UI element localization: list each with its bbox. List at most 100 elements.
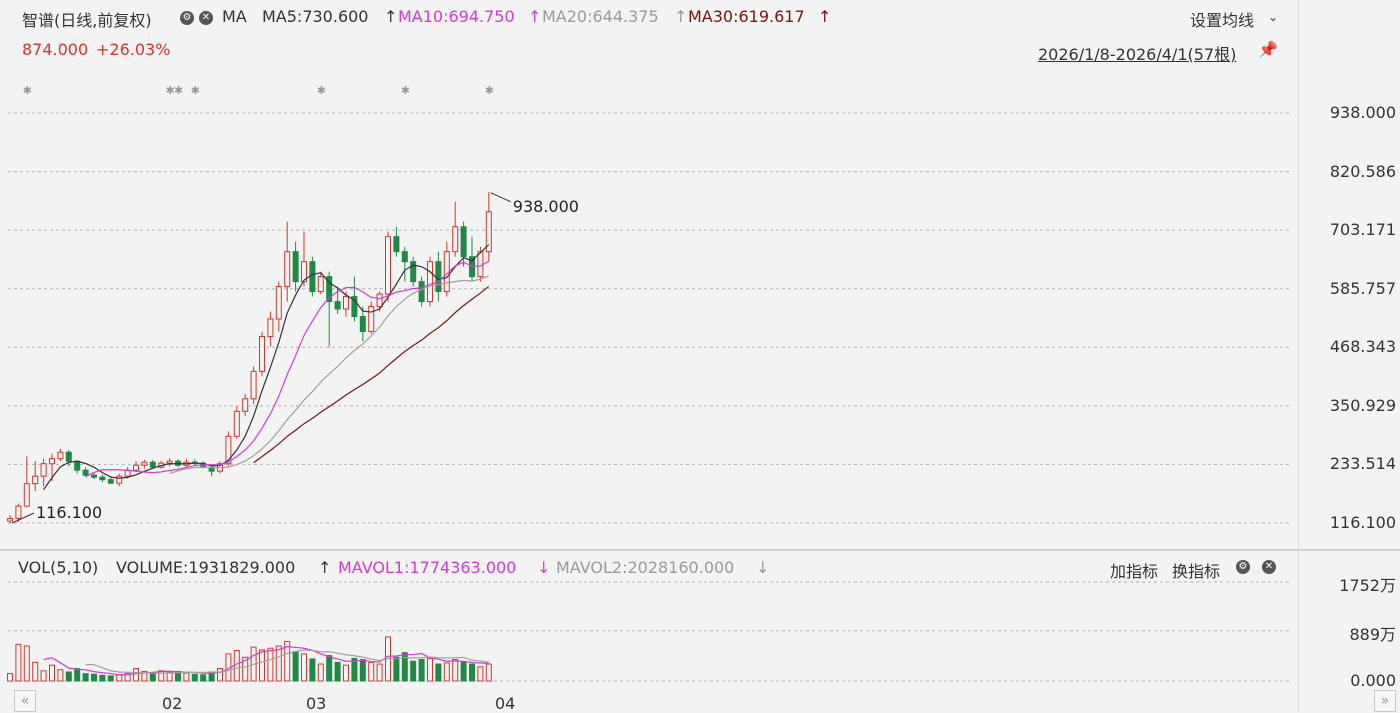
mavol1-value: MAVOL1:1774363.000 (338, 558, 517, 577)
indicator-close-icon[interactable]: ✕ (1262, 560, 1276, 574)
candle-body (351, 296, 358, 318)
volume-bar (452, 659, 459, 682)
scroll-left-button[interactable]: « (14, 690, 36, 712)
volume-tick-label: 889万 (1349, 624, 1396, 644)
candle-body (166, 460, 173, 464)
date-tick-label: 02 (162, 694, 183, 713)
price-tick-label: 233.514 (1329, 454, 1396, 474)
candle-body (23, 483, 30, 507)
mavol1-line (43, 645, 489, 676)
ma20-line (169, 275, 490, 475)
volume-bar (23, 645, 30, 682)
price-grid (8, 112, 1290, 524)
price-tick-label: 585.757 (1329, 278, 1396, 298)
stock-name: 智谱(日线,前复权) (22, 11, 152, 30)
volume-tick-label: 0.000 (1350, 671, 1396, 690)
switch-indicator-button[interactable]: 换指标 (1172, 562, 1221, 581)
gear-icon[interactable]: ⚙ (180, 11, 194, 25)
candle-body (91, 474, 97, 478)
volume-bars (7, 636, 492, 682)
settings-ma-button[interactable]: 设置均线 (1190, 11, 1255, 30)
candle-body (275, 286, 282, 320)
candle-body (292, 251, 299, 283)
volume-bar (410, 660, 417, 682)
volume-bar (32, 661, 39, 682)
ma10-value: MA10:694.750 (398, 7, 515, 26)
volume-tick-label: 1752万 (1339, 576, 1396, 595)
volume-bar (351, 657, 358, 682)
volume-grid (8, 581, 1290, 682)
candle-body (133, 464, 139, 471)
candle-body (410, 261, 417, 283)
volume-bar (191, 673, 198, 682)
volume-bar (460, 661, 467, 682)
ma10-arrow: ↑ (528, 7, 542, 26)
volume-bar (469, 663, 475, 682)
volume-bar (368, 661, 375, 682)
candle-body (376, 293, 383, 308)
candle-body (385, 236, 391, 295)
chevron-down-icon[interactable]: ⌄ (1268, 10, 1279, 24)
candle-body (284, 251, 291, 288)
candle-body (343, 296, 349, 310)
volume-bar (124, 673, 131, 682)
candle-body (250, 370, 257, 400)
close-icon[interactable]: ✕ (199, 11, 213, 25)
ma30-line (253, 285, 490, 464)
date-tick-label: 04 (495, 694, 516, 713)
volume-bar (57, 669, 64, 682)
candle-body (65, 451, 72, 462)
date-range[interactable]: 2026/1/8-2026/4/1(57根) (1038, 45, 1237, 64)
pin-icon[interactable]: 📌 (1258, 40, 1278, 59)
low-label: 116.100 (36, 503, 102, 522)
volume-bar (7, 673, 13, 682)
mavol2-line (85, 649, 489, 674)
candlestick-series (7, 191, 492, 523)
price-tick-label: 703.171 (1329, 220, 1396, 240)
candle-body (7, 518, 13, 522)
event-marker: ✱ (191, 84, 200, 97)
event-marker: ✱ (23, 84, 32, 97)
volume-bar (326, 655, 333, 682)
volume-arrow: ↑ (318, 558, 332, 577)
volume-bar (376, 663, 383, 682)
candle-body (107, 479, 114, 484)
vol-label: VOL(5,10) (18, 558, 99, 577)
candle-body (309, 261, 316, 293)
candle-body (317, 276, 324, 293)
candle-body (74, 460, 81, 471)
volume-bar (292, 651, 299, 682)
volume-bar (301, 653, 307, 682)
volume-bar (82, 673, 89, 682)
price-tick-label: 938.000 (1329, 103, 1396, 122)
volume-bar (217, 668, 223, 682)
current-price: 874.000 (22, 40, 89, 59)
candle-body (460, 226, 467, 258)
moving-average-lines (43, 244, 490, 490)
scroll-right-button[interactable]: » (1374, 690, 1396, 712)
volume-bar (242, 656, 249, 682)
volume-bar (107, 675, 114, 682)
event-marker: ✱ (401, 84, 410, 97)
indicator-gear-icon[interactable]: ⚙ (1236, 560, 1250, 574)
candle-body (334, 301, 341, 310)
candle-body (368, 306, 375, 332)
price-tick-label: 116.100 (1329, 513, 1396, 532)
volume-bar (233, 649, 240, 682)
price-tick-label: 350.929 (1329, 395, 1396, 415)
candle-body (225, 435, 232, 465)
volume-bar (116, 674, 123, 682)
mavol2-value: MAVOL2:2028160.000 (556, 558, 735, 577)
candle-body (57, 451, 64, 460)
volume-bar (15, 643, 22, 682)
volume-bar (485, 663, 492, 682)
volume-bar (200, 674, 207, 682)
volume-bar (141, 670, 148, 682)
ma-label: MA (222, 7, 247, 26)
candle-body (418, 281, 425, 303)
date-tick-label: 03 (306, 694, 327, 713)
high-arrow (490, 192, 512, 203)
add-indicator-button[interactable]: 加指标 (1110, 562, 1159, 581)
ma30-value: MA30:619.617 (688, 7, 805, 26)
